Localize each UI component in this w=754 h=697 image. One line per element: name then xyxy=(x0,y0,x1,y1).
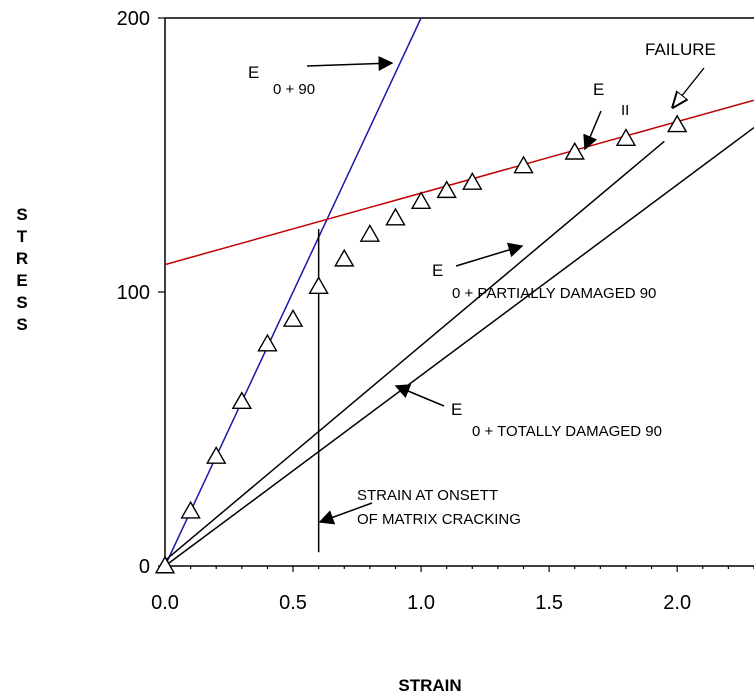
data-point xyxy=(257,333,278,352)
e090-label: E xyxy=(248,63,259,82)
data-points xyxy=(154,114,688,574)
data-point xyxy=(436,180,457,199)
annotations: E 0 + 90 FAILURE E II E 0 + PARTIALLY DA… xyxy=(248,40,716,528)
trend-line xyxy=(164,99,754,266)
e090-arrow xyxy=(306,55,394,71)
axis-ticks xyxy=(158,17,754,572)
onset-label-line2: OF MATRIX CRACKING xyxy=(357,511,521,528)
x-tick-label: 2.0 xyxy=(663,592,691,614)
x-tick-label: 1.5 xyxy=(535,592,563,614)
onset-label-line1: STRAIN AT ONSETT xyxy=(357,487,498,504)
y-tick-label: 100 xyxy=(117,282,150,304)
partial-arrow xyxy=(455,242,524,267)
x-tick-label: 0.5 xyxy=(279,592,307,614)
failure-label: FAILURE xyxy=(645,40,716,59)
data-point xyxy=(308,276,329,294)
data-point xyxy=(666,114,688,133)
data-point xyxy=(154,555,176,574)
onset-arrow xyxy=(318,502,373,525)
data-point xyxy=(334,248,355,267)
partially-damaged-line xyxy=(164,140,665,562)
x-axis-title: STRAIN xyxy=(398,676,461,695)
data-point xyxy=(359,224,381,242)
data-point xyxy=(282,308,304,327)
e090-subscript: 0 + 90 xyxy=(273,81,315,98)
data-point xyxy=(180,500,201,519)
tick-labels: 0.0 0.5 1.0 1.5 2.0 0 100 200 xyxy=(117,8,691,614)
data-point xyxy=(410,191,432,210)
data-point xyxy=(385,207,406,226)
eii-arrow xyxy=(583,110,602,151)
y-tick-label: 200 xyxy=(117,8,150,30)
data-point xyxy=(564,141,585,160)
e090-line xyxy=(164,17,422,567)
total-label: E xyxy=(451,400,462,419)
x-tick-label: 1.0 xyxy=(407,592,435,614)
x-tick-label: 0.0 xyxy=(151,592,179,614)
data-point xyxy=(615,128,637,147)
partial-label: E xyxy=(432,261,443,280)
data-point xyxy=(206,445,227,464)
totally-damaged-line xyxy=(164,126,754,567)
eii-label: E xyxy=(593,80,604,99)
y-tick-label: 0 xyxy=(139,556,150,578)
data-point xyxy=(513,155,534,174)
eii-subscript: II xyxy=(621,102,629,119)
total-arrow xyxy=(394,384,445,407)
data-point xyxy=(462,171,483,190)
failure-arrow xyxy=(673,67,705,107)
data-point xyxy=(231,391,253,410)
partial-subscript: 0 + PARTIALLY DAMAGED 90 xyxy=(452,285,656,302)
total-subscript: 0 + TOTALLY DAMAGED 90 xyxy=(472,423,662,440)
